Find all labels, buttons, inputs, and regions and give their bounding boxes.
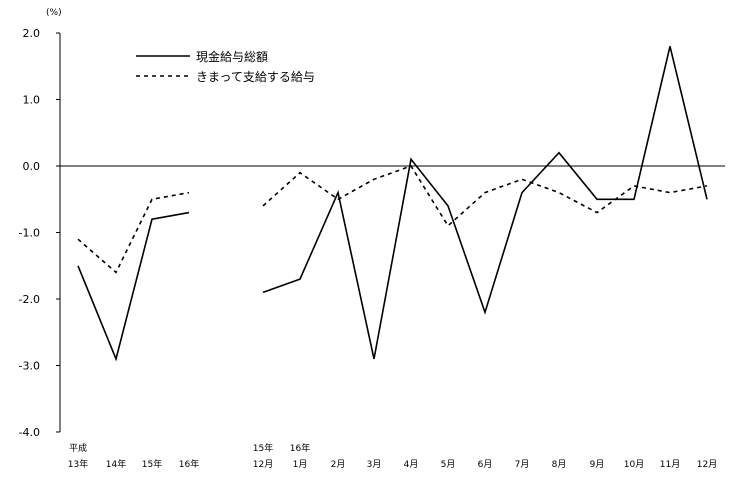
x-tick-label: 4月: [404, 459, 419, 470]
series-regular-pay-line: [77, 191, 190, 274]
y-axis-unit-label: (%): [46, 8, 62, 18]
y-tick-label: -3.0: [19, 360, 40, 373]
chart-series: [77, 46, 708, 362]
x-tick-label: 2月: [331, 459, 346, 470]
x-tick-label-upper: 16年: [290, 442, 310, 454]
x-tick-label: 12月: [697, 459, 717, 470]
x-tick-label: 6月: [478, 459, 493, 470]
y-tick-label: -1.0: [19, 227, 40, 240]
x-tick-label: 15年: [142, 458, 162, 470]
y-tick-label: -4.0: [19, 426, 40, 439]
x-tick-label: 12月: [253, 459, 273, 470]
y-tick-label: 1.0: [23, 94, 41, 107]
series-total-wages-line: [77, 211, 190, 362]
x-tick-label: 10月: [624, 459, 644, 470]
x-tick-label: 5月: [441, 459, 456, 470]
y-tick-label: 0.0: [23, 160, 41, 173]
chart-legend: 現金給与総額 きまって支給する給与: [136, 49, 315, 84]
x-tick-label: 14年: [106, 458, 126, 470]
x-tick-label: 7月: [515, 459, 530, 470]
x-tick-label: 16年: [179, 458, 199, 470]
x-tick-label: 3月: [367, 459, 382, 470]
x-tick-label: 8月: [552, 459, 567, 470]
x-tick-label-upper: 15年: [253, 442, 273, 454]
x-tick-label: 9月: [590, 459, 605, 470]
x-tick-label: 11月: [660, 459, 680, 470]
legend-label-regular-pay: きまって支給する給与: [196, 70, 315, 84]
legend-label-total-wages: 現金給与総額: [196, 49, 268, 64]
x-axis-ticks: 平成 13年 14年 15年 16年 15年 12月 16年 1月 2月 3月 4月 5月 6月 7月 8月 9…: [68, 442, 717, 470]
y-tick-label: -2.0: [19, 293, 40, 306]
series-regular-pay-line: [262, 165, 708, 228]
chart-axes: [59, 33, 725, 432]
y-tick-label: 2.0: [23, 27, 41, 40]
y-axis-ticks: 2.0 1.0 0.0 -1.0 -2.0 -3.0 -4.0: [19, 27, 60, 439]
x-tick-label: 1月: [293, 459, 308, 470]
x-tick-label-upper: 平成: [69, 442, 87, 454]
series-total-wages-line: [262, 46, 708, 360]
x-tick-label: 13年: [68, 458, 88, 470]
